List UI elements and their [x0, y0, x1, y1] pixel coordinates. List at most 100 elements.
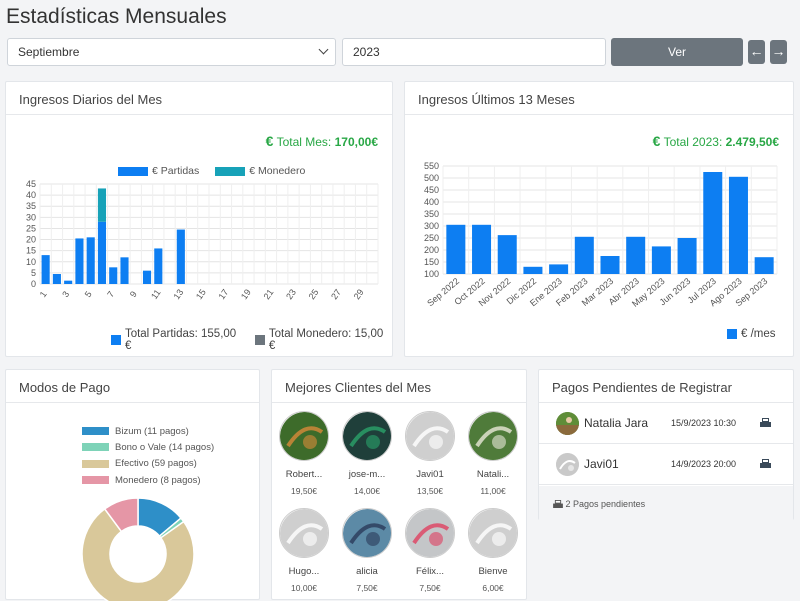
- month-select[interactable]: Septiembre: [7, 38, 336, 66]
- donut-slice-2: [81, 507, 195, 601]
- ver-button[interactable]: Ver: [611, 38, 743, 66]
- bar-partidas-day-3: [64, 280, 73, 284]
- client-name: Félix...: [416, 566, 444, 577]
- payment-legend-item: Efectivo (59 pagos): [82, 456, 214, 472]
- client-amount: 10,00€: [291, 583, 317, 593]
- x-tick-label: 5: [83, 289, 94, 299]
- y-tick-label: 200: [424, 245, 439, 255]
- partidas-swatch: [111, 335, 121, 345]
- y-tick-label: 400: [424, 197, 439, 207]
- client-item[interactable]: Hugo... 10,00€: [274, 508, 334, 593]
- client-item[interactable]: Natali... 11,00€: [463, 411, 523, 496]
- legend-monedero: € Monedero: [249, 165, 306, 177]
- monthly-footer-legend: € /mes: [727, 328, 776, 340]
- client-name: Hugo...: [288, 566, 320, 577]
- bar-abr-2023: [626, 236, 646, 274]
- x-tick-label: 13: [171, 287, 185, 301]
- client-amount: 6,00€: [482, 583, 504, 593]
- y-tick-label: 300: [424, 221, 439, 231]
- pending-name: Javi01: [584, 457, 619, 471]
- y-tick-label: 45: [26, 179, 36, 189]
- year-input-value: 2023: [353, 45, 380, 59]
- client-item[interactable]: Javi01 13,50€: [400, 411, 460, 496]
- euro-icon: €: [652, 133, 661, 149]
- pending-row[interactable]: Javi01 14/9/2023 20:00: [539, 445, 793, 485]
- bar-nov-2022: [497, 235, 517, 274]
- x-tick-label: 21: [262, 287, 276, 301]
- payment-legend-label: Efectivo (59 pagos): [115, 458, 197, 470]
- cash-register-icon[interactable]: [760, 418, 771, 427]
- y-tick-label: 150: [424, 257, 439, 267]
- monedero-swatch: [254, 335, 265, 345]
- x-tick-label: 29: [352, 287, 366, 301]
- bar-partidas-day-6: [97, 221, 107, 284]
- total-monedero: Total Monedero: 15,00 €: [268, 328, 384, 352]
- monthly-total: € Total 2023: 2.479,50€: [653, 133, 779, 149]
- x-tick-label: 25: [307, 287, 321, 301]
- legend-swatch: [82, 459, 109, 468]
- cash-register-icon: [553, 500, 563, 508]
- bar-feb-2023: [574, 236, 594, 274]
- y-tick-label: 30: [26, 212, 36, 222]
- y-tick-label: 15: [26, 246, 36, 256]
- y-tick-label: 10: [26, 257, 36, 267]
- client-item[interactable]: jose-m... 14,00€: [337, 411, 397, 496]
- client-item[interactable]: Robert... 19,50€: [274, 411, 334, 496]
- bar-dic-2022: [523, 266, 543, 274]
- bar-partidas-day-1: [41, 255, 50, 284]
- x-tick-label: 7: [105, 289, 116, 299]
- mes-swatch: [727, 329, 737, 339]
- client-item[interactable]: alicia 7,50€: [337, 508, 397, 593]
- x-tick-label: 1: [38, 289, 49, 299]
- pending-date: 15/9/2023 10:30: [671, 418, 737, 428]
- pending-date: 14/9/2023 20:00: [671, 459, 737, 469]
- year-input[interactable]: 2023: [342, 38, 606, 66]
- client-name: Javi01: [416, 469, 444, 480]
- daily-total-value: 170,00€: [334, 135, 378, 149]
- client-amount: 19,50€: [291, 486, 317, 496]
- bar-partidas-day-4: [75, 238, 84, 284]
- y-tick-label: 20: [26, 235, 36, 245]
- pending-payments-card: Pagos Pendientes de Registrar Natalia Ja…: [538, 369, 794, 520]
- bar-partidas-day-13: [176, 229, 185, 284]
- y-tick-label: 5: [31, 268, 36, 278]
- cash-register-icon[interactable]: [760, 459, 771, 468]
- payment-donut-chart: [81, 497, 195, 601]
- bar-partidas-day-2: [52, 274, 61, 284]
- y-tick-label: 250: [424, 233, 439, 243]
- pending-row[interactable]: Natalia Jara 15/9/2023 10:30: [539, 404, 793, 444]
- monthly-total-value: 2.479,50€: [725, 135, 779, 149]
- y-tick-label: 25: [26, 223, 36, 233]
- avatar: [405, 411, 455, 461]
- payment-legend-item: Monedero (8 pagos): [82, 472, 214, 488]
- arrow-left-icon[interactable]: ←: [748, 40, 765, 64]
- bar-partidas-day-5: [86, 237, 95, 284]
- avatar: [556, 412, 579, 435]
- payment-legend-item: Bizum (11 pagos): [82, 423, 214, 439]
- y-tick-label: 0: [31, 279, 36, 289]
- bar-sep-2022: [446, 224, 466, 274]
- y-tick-label: 450: [424, 185, 439, 195]
- client-amount: 13,50€: [417, 486, 443, 496]
- daily-legend: € Partidas € Monedero: [118, 165, 305, 177]
- x-tick-label: 9: [128, 289, 139, 299]
- total-partidas: Total Partidas: 155,00 €: [124, 328, 237, 352]
- x-tick-label: 17: [216, 287, 230, 301]
- monthly-total-label: Total 2023:: [663, 135, 726, 149]
- payment-legend-item: Bono o Vale (14 pagos): [82, 439, 214, 455]
- client-item[interactable]: Bienve 6,00€: [463, 508, 523, 593]
- avatar: [279, 508, 329, 558]
- arrow-right-icon[interactable]: →: [770, 40, 787, 64]
- client-item[interactable]: Félix... 7,50€: [400, 508, 460, 593]
- avatar: [279, 411, 329, 461]
- y-tick-label: 100: [424, 269, 439, 279]
- client-name: Robert...: [285, 469, 323, 480]
- monthly-income-card: Ingresos Últimos 13 Meses € Total 2023: …: [404, 81, 794, 357]
- pending-footer: 2 Pagos pendientes: [539, 486, 793, 520]
- client-name: jose-m...: [348, 469, 386, 480]
- bar-partidas-day-8: [120, 257, 129, 284]
- legend-swatch-monedero: [215, 166, 246, 176]
- client-name: alicia: [356, 566, 378, 577]
- payment-legend-label: Bizum (11 pagos): [115, 425, 189, 437]
